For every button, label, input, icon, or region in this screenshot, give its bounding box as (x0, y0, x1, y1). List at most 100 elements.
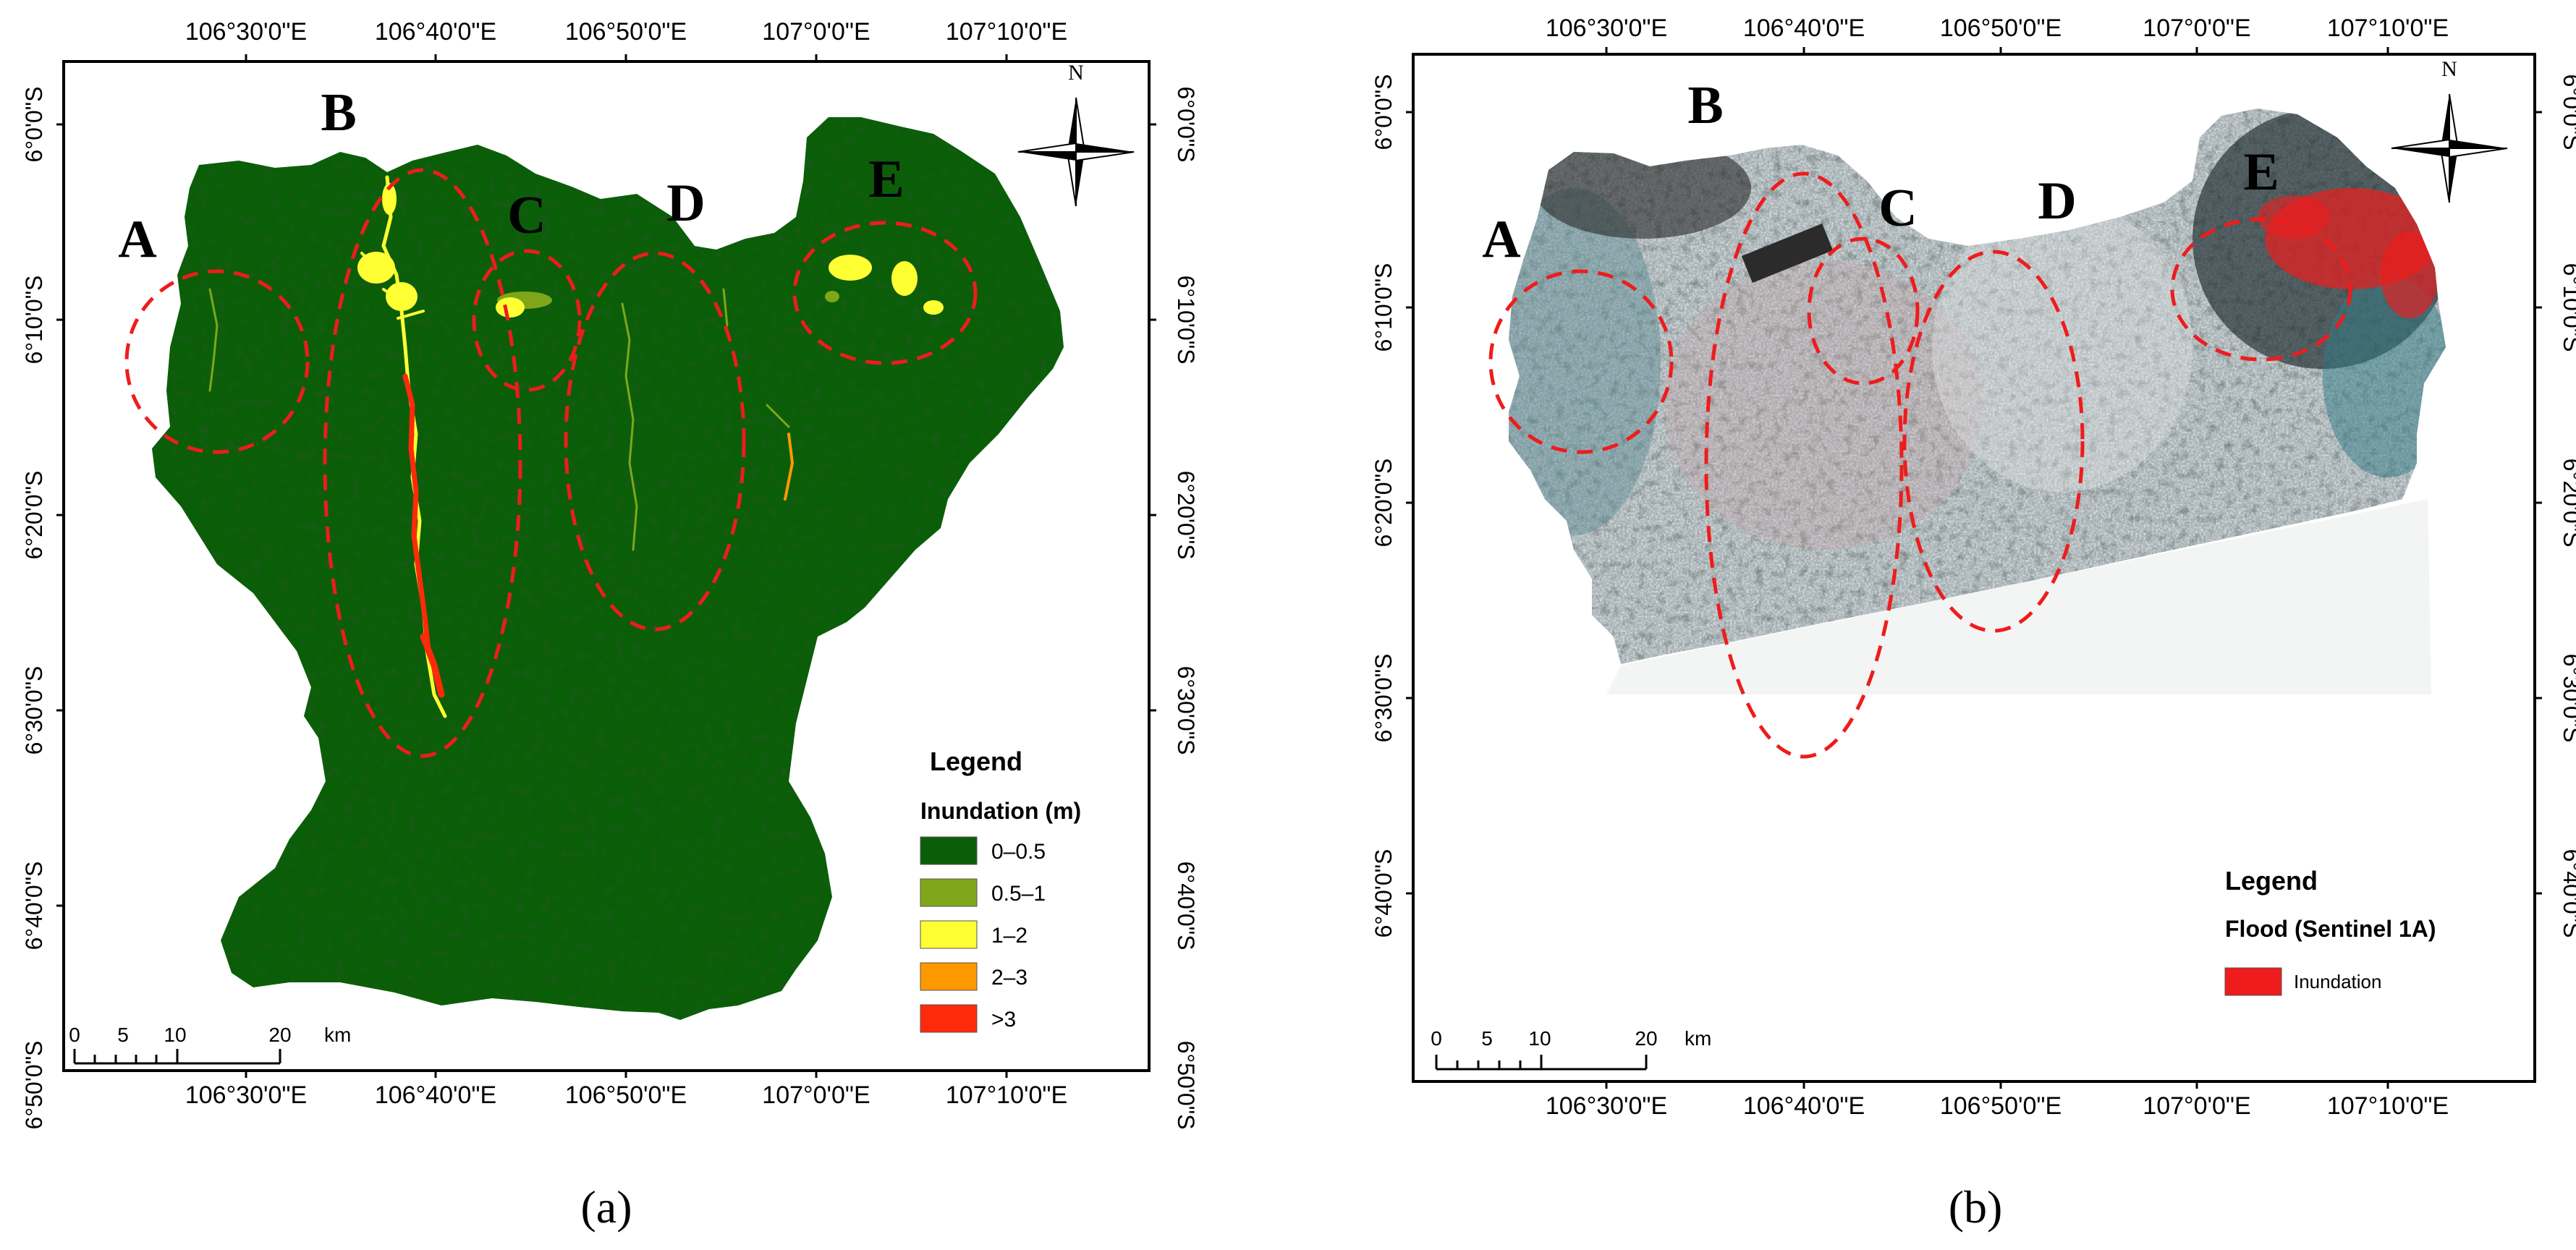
lon-label-bottom: 106°40'0"E (1743, 1092, 1865, 1120)
legend-item-label: Inundation (2294, 971, 2381, 992)
scale-tick-label: 0 (69, 1024, 80, 1046)
lon-label-top: 106°50'0"E (565, 18, 687, 46)
lon-label-top: 106°30'0"E (185, 18, 307, 46)
north-label: N (1068, 61, 1084, 85)
zone-label-e: E (868, 150, 904, 209)
lat-label-left: 6°30'0"S (21, 666, 47, 755)
scale-tick-label: 0 (1431, 1027, 1442, 1050)
scale-tick-label: 10 (164, 1024, 186, 1046)
legend-item-label: 0.5–1 (991, 882, 1046, 906)
scale-bar-a: 0 5 10 20 km (69, 1024, 351, 1065)
lat-label-right: 6°10'0"S (2559, 263, 2576, 352)
lat-label-right: 6°30'0"S (2559, 654, 2576, 743)
inundation-patch (2258, 195, 2330, 239)
zone-label-c: C (507, 186, 546, 245)
legend-item-label: 2–3 (991, 966, 1028, 990)
panel-caption-b: (b) (1949, 1181, 2003, 1233)
lat-label-right: 6°50'0"S (1173, 1041, 1199, 1130)
zone-label-d: D (2038, 171, 2076, 231)
zone-label-c: C (1878, 179, 1917, 238)
zone-b-circle (323, 168, 522, 758)
lat-label-left: 6°20'0"S (21, 471, 47, 560)
inundation-patch (2381, 231, 2439, 318)
legend-swatch (2224, 967, 2282, 996)
lon-label-top: 107°10'0"E (946, 18, 1067, 46)
north-arrow-icon (2391, 93, 2508, 203)
lon-label-bottom: 106°40'0"E (375, 1081, 496, 1109)
lat-label-left: 6°50'0"S (21, 1041, 47, 1130)
zone-d-circle (564, 251, 746, 632)
lat-label-right: 6°30'0"S (1173, 666, 1199, 755)
legend-item-label: 0–0.5 (991, 840, 1046, 864)
lon-label-bottom: 106°50'0"E (565, 1081, 687, 1109)
lat-label-left: 6°0'0"S (1370, 75, 1397, 150)
scale-tick-label: 20 (1635, 1027, 1657, 1050)
scale-unit: km (1685, 1027, 1711, 1050)
lat-label-left: 6°20'0"S (1370, 459, 1397, 548)
lon-label-top: 107°10'0"E (2327, 14, 2449, 42)
lat-label-left: 6°10'0"S (21, 276, 47, 365)
lon-label-top: 106°30'0"E (1546, 14, 1667, 42)
scale-tick-label: 10 (1528, 1027, 1551, 1050)
lon-label-top: 106°50'0"E (1940, 14, 2062, 42)
zone-label-a: A (1482, 210, 1520, 269)
legend-swatch (920, 962, 978, 991)
zone-label-b: B (1687, 76, 1723, 135)
zone-e-circle (792, 221, 978, 365)
lon-label-bottom: 106°30'0"E (1546, 1092, 1667, 1120)
panel-caption-a: (a) (580, 1181, 632, 1233)
flood-streams-a (208, 175, 795, 718)
lat-label-right: 6°20'0"S (1173, 471, 1199, 560)
zone-label-e: E (2243, 143, 2279, 202)
scene-footprint (1606, 499, 2431, 694)
legend-swatch (920, 878, 978, 907)
legend-title: Legend (930, 747, 1022, 776)
legend-subtitle: Flood (Sentinel 1A) (2225, 916, 2436, 942)
lon-label-bottom: 107°10'0"E (2327, 1092, 2449, 1120)
zone-e-circle (2170, 217, 2352, 362)
legend-swatch (920, 836, 978, 865)
legend-swatch (920, 920, 978, 949)
lat-label-right: 6°0'0"S (1173, 87, 1199, 163)
scale-unit: km (324, 1024, 351, 1046)
legend-a: Legend Inundation (m) 0–0.5 0.5–1 1–2 2–… (920, 747, 1081, 1033)
highlight-zones-a (124, 168, 978, 758)
legend-item-label: 1–2 (991, 924, 1028, 948)
lat-label-right: 6°40'0"S (1173, 862, 1199, 951)
lat-label-right: 6°40'0"S (2559, 849, 2576, 938)
lon-label-top: 107°0'0"E (2143, 14, 2250, 42)
zone-label-b: B (321, 83, 356, 143)
zone-c-circle (1807, 237, 1920, 386)
highlight-zones-b (1488, 171, 2352, 759)
lat-label-left: 6°10'0"S (1370, 263, 1397, 352)
legend-swatch (920, 1004, 978, 1033)
zone-b-circle (1704, 171, 1904, 759)
zone-label-d: D (666, 174, 705, 233)
lat-label-left: 6°0'0"S (21, 87, 47, 163)
lon-label-bottom: 107°0'0"E (2143, 1092, 2250, 1120)
lon-label-top: 106°40'0"E (1743, 14, 1865, 42)
lon-label-bottom: 107°0'0"E (762, 1081, 870, 1109)
north-label: N (2441, 57, 2457, 81)
lon-label-bottom: 107°10'0"E (946, 1081, 1067, 1109)
panel-a: 106°30'0"E 106°40'0"E 106°50'0"E 107°0'0… (21, 18, 1199, 1233)
zone-a-circle (124, 269, 310, 454)
lon-label-top: 107°0'0"E (762, 18, 870, 46)
lat-label-right: 6°10'0"S (1173, 276, 1199, 365)
legend-title: Legend (2225, 866, 2318, 896)
zone-label-a: A (118, 210, 156, 269)
panel-b: 106°30'0"E 106°40'0"E 106°50'0"E 107°0'0… (1370, 14, 2576, 1233)
zone-c-circle (472, 249, 582, 392)
flood-patches-a (357, 183, 944, 318)
zone-a-circle (1488, 269, 1674, 454)
legend-subtitle: Inundation (m) (920, 798, 1081, 824)
lat-label-left: 6°40'0"S (21, 862, 47, 951)
lon-label-bottom: 106°50'0"E (1940, 1092, 2062, 1120)
zone-d-circle (1902, 250, 2085, 633)
scale-tick-label: 20 (268, 1024, 291, 1046)
north-arrow-icon (1017, 97, 1135, 207)
legend-b: Legend Flood (Sentinel 1A) Inundation (2224, 866, 2436, 996)
lat-label-left: 6°30'0"S (1370, 654, 1397, 743)
lat-label-left: 6°40'0"S (1370, 849, 1397, 938)
